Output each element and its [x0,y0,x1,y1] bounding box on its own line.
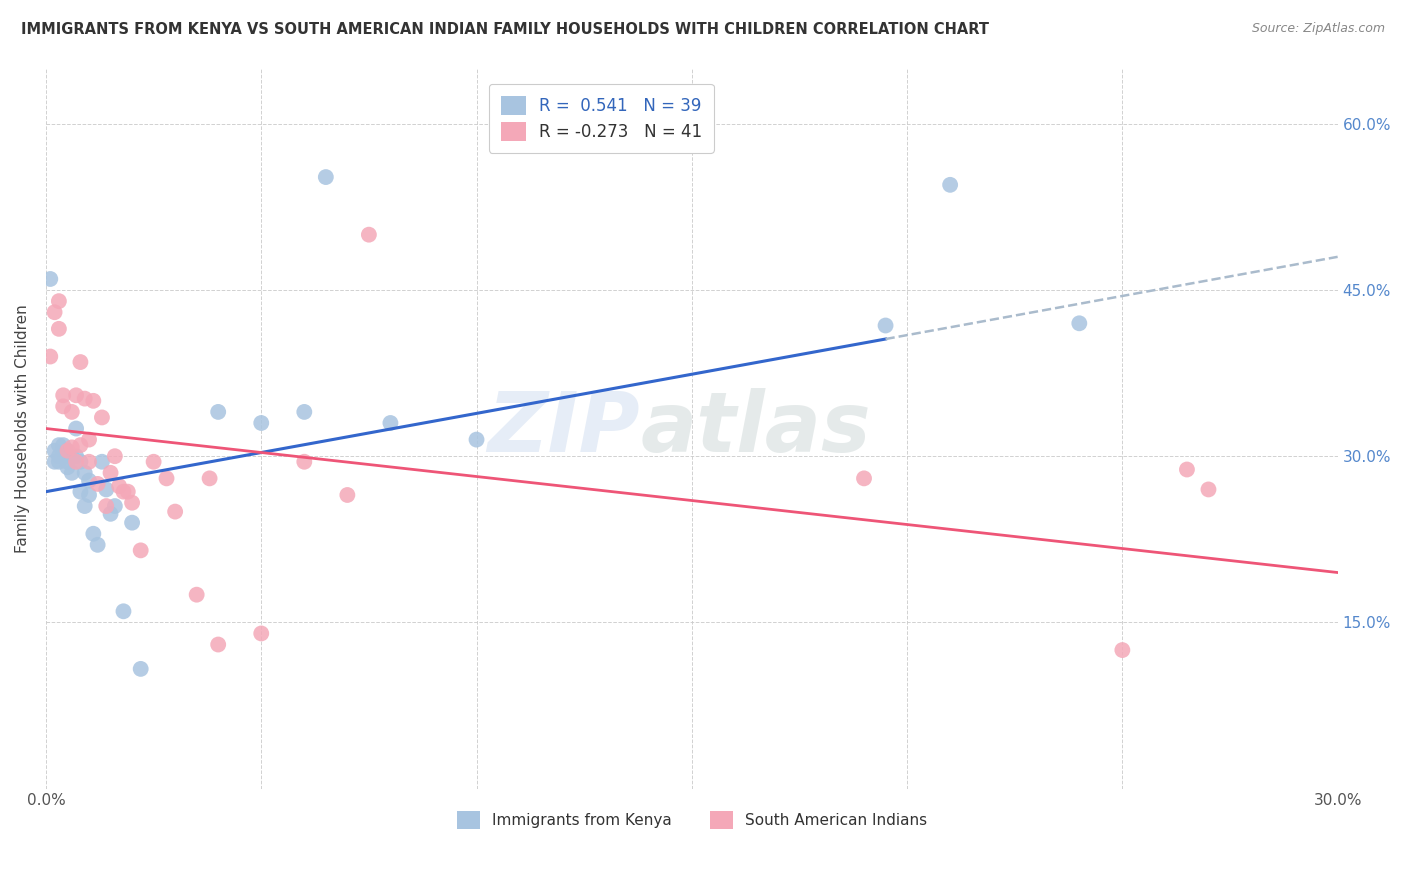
Point [939,178,962,192]
Point [207,405,229,419]
Point [60,466,83,480]
Point [77,488,100,502]
Point [1175,462,1198,476]
Point [44,305,66,319]
Point [315,170,337,185]
Point [207,638,229,652]
Point [82,393,104,408]
Point [73,466,96,480]
Point [65,421,87,435]
Point [65,449,87,463]
Point [1069,316,1091,330]
Point [82,526,104,541]
Point [129,662,152,676]
Point [77,433,100,447]
Point [129,543,152,558]
Point [73,499,96,513]
Point [292,405,315,419]
Point [65,388,87,402]
Point [69,484,91,499]
Point [357,227,380,242]
Point [44,443,66,458]
Point [65,455,87,469]
Point [69,355,91,369]
Point [60,449,83,463]
Point [56,460,79,475]
Point [96,499,118,513]
Point [86,476,108,491]
Point [104,499,127,513]
Point [100,507,122,521]
Point [48,322,70,336]
Point [121,496,143,510]
Point [108,479,131,493]
Point [44,455,66,469]
Point [91,410,114,425]
Point [292,455,315,469]
Point [39,272,62,286]
Point [56,443,79,458]
Point [1198,483,1220,497]
Point [465,433,488,447]
Point [52,400,75,414]
Point [250,416,273,430]
Point [96,483,118,497]
Point [165,505,187,519]
Point [91,455,114,469]
Point [69,438,91,452]
Point [100,466,122,480]
Point [48,455,70,469]
Point [77,455,100,469]
Text: IMMIGRANTS FROM KENYA VS SOUTH AMERICAN INDIAN FAMILY HOUSEHOLDS WITH CHILDREN C: IMMIGRANTS FROM KENYA VS SOUTH AMERICAN … [21,22,988,37]
Point [48,438,70,452]
Point [104,449,127,463]
Point [60,441,83,455]
Point [56,455,79,469]
Point [39,350,62,364]
Y-axis label: Family Households with Children: Family Households with Children [15,304,30,553]
Point [155,471,177,485]
Point [60,405,83,419]
Legend: Immigrants from Kenya, South American Indians: Immigrants from Kenya, South American In… [450,805,934,835]
Point [186,588,208,602]
Text: Source: ZipAtlas.com: Source: ZipAtlas.com [1251,22,1385,36]
Point [875,318,897,333]
Point [48,449,70,463]
Point [336,488,359,502]
Point [73,392,96,406]
Point [853,471,876,485]
Point [86,538,108,552]
Text: atlas: atlas [640,388,870,469]
Point [250,626,273,640]
Point [52,388,75,402]
Point [142,455,165,469]
Point [48,294,70,309]
Point [1111,643,1133,657]
Point [77,474,100,488]
Point [112,604,135,618]
Point [121,516,143,530]
Point [52,438,75,452]
Point [56,443,79,458]
Point [117,484,139,499]
Text: ZIP: ZIP [488,388,640,469]
Point [69,455,91,469]
Point [380,416,402,430]
Point [112,484,135,499]
Point [52,449,75,463]
Point [198,471,221,485]
